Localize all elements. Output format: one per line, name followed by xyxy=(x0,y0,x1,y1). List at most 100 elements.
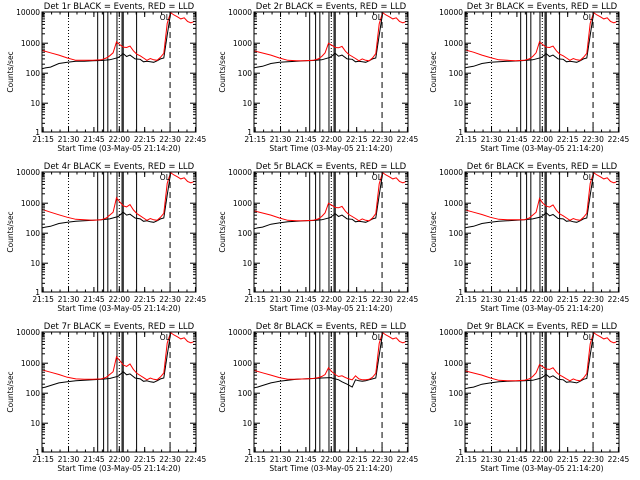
x-tick-label: 22:00 xyxy=(320,295,342,304)
chart-title: Det 6r BLACK = Events, RED = LLD xyxy=(467,162,618,172)
y-tick-label: 10000 xyxy=(228,8,252,17)
x-tick-label: 21:30 xyxy=(270,135,292,144)
y-tick-label: 100 xyxy=(449,389,464,398)
y-axis-label: Counts/sec xyxy=(6,51,15,92)
x-tick-label: 22:30 xyxy=(371,455,393,464)
y-tick-label: 100 xyxy=(238,69,253,78)
x-tick-label: 22:45 xyxy=(397,135,419,144)
x-tick-label: 22:45 xyxy=(185,295,207,304)
x-tick-label: 22:45 xyxy=(608,295,630,304)
y-tick-label: 10 xyxy=(453,99,463,108)
x-tick-label: 21:45 xyxy=(83,455,105,464)
series-line-lld xyxy=(254,332,407,381)
y-tick-label: 100 xyxy=(26,389,41,398)
chart-title: Det 1r BLACK = Events, RED = LLD xyxy=(44,2,195,12)
y-tick-label: 1000 xyxy=(444,199,463,208)
x-tick-label: 22:45 xyxy=(397,295,419,304)
x-tick-label: 21:30 xyxy=(481,455,503,464)
y-axis-label: Counts/sec xyxy=(218,51,227,92)
x-tick-label: 22:00 xyxy=(531,295,553,304)
x-tick-label: 22:00 xyxy=(108,135,130,144)
x-tick-label: 22:30 xyxy=(159,455,181,464)
plot-area xyxy=(42,172,196,292)
y-tick-label: 1 xyxy=(35,128,40,137)
x-tick-label: 22:00 xyxy=(320,455,342,464)
y-tick-label: 10 xyxy=(30,99,40,108)
x-tick-label: 22:30 xyxy=(582,135,604,144)
y-tick-label: 100 xyxy=(449,69,464,78)
chart-title: Det 7r BLACK = Events, RED = LLD xyxy=(44,322,195,332)
y-tick-label: 1000 xyxy=(444,359,463,368)
series-line-lld xyxy=(254,172,407,222)
y-tick-label: 10000 xyxy=(16,328,40,337)
series-line-lld xyxy=(465,332,618,382)
chart-title: Det 5r BLACK = Events, RED = LLD xyxy=(256,162,407,172)
x-tick-label: 22:15 xyxy=(134,455,156,464)
plot-area xyxy=(42,332,196,452)
corner-label: OL xyxy=(583,173,594,182)
y-tick-label: 10000 xyxy=(16,168,40,177)
corner-label: OL xyxy=(583,13,594,22)
y-axis-label: Counts/sec xyxy=(218,371,227,412)
y-tick-label: 100 xyxy=(449,229,464,238)
y-tick-label: 1000 xyxy=(233,359,252,368)
chart-title: Det 9r BLACK = Events, RED = LLD xyxy=(467,322,618,332)
x-axis-label: Start Time (03-May-05 21:14:20) xyxy=(57,304,180,313)
x-tick-label: 21:30 xyxy=(58,295,80,304)
y-axis-label: Counts/sec xyxy=(429,51,438,92)
y-tick-label: 10000 xyxy=(16,8,40,17)
plot-area xyxy=(254,172,408,292)
y-tick-label: 10000 xyxy=(439,168,463,177)
x-tick-label: 22:15 xyxy=(346,135,368,144)
y-axis-label: Counts/sec xyxy=(218,211,227,252)
x-tick-label: 22:15 xyxy=(557,295,579,304)
x-tick-label: 22:00 xyxy=(531,135,553,144)
series-line-lld xyxy=(42,172,195,221)
x-tick-label: 21:15 xyxy=(455,295,477,304)
y-tick-label: 1 xyxy=(458,128,463,137)
series-line-lld xyxy=(465,172,618,221)
x-tick-label: 21:45 xyxy=(295,455,317,464)
x-axis-label: Start Time (03-May-05 21:14:20) xyxy=(480,144,603,153)
x-tick-label: 21:15 xyxy=(244,135,266,144)
y-tick-label: 100 xyxy=(26,229,41,238)
plot-area xyxy=(254,12,408,132)
y-tick-label: 1000 xyxy=(21,39,40,48)
plot-area xyxy=(465,172,619,292)
y-tick-label: 1 xyxy=(35,448,40,457)
y-tick-label: 10 xyxy=(242,419,252,428)
series-line-lld xyxy=(465,12,618,62)
y-tick-label: 10000 xyxy=(228,328,252,337)
y-tick-label: 1000 xyxy=(21,359,40,368)
corner-label: OL xyxy=(160,173,171,182)
y-axis-label: Counts/sec xyxy=(429,211,438,252)
y-tick-label: 10000 xyxy=(228,168,252,177)
x-tick-label: 22:45 xyxy=(397,455,419,464)
y-tick-label: 10000 xyxy=(439,8,463,17)
y-tick-label: 10 xyxy=(453,259,463,268)
y-tick-label: 10 xyxy=(30,419,40,428)
x-tick-label: 21:45 xyxy=(295,135,317,144)
y-tick-label: 1 xyxy=(458,288,463,297)
x-tick-label: 22:30 xyxy=(582,295,604,304)
corner-label: OL xyxy=(583,333,594,342)
corner-label: OL xyxy=(372,13,383,22)
x-tick-label: 21:15 xyxy=(455,455,477,464)
y-axis-label: Counts/sec xyxy=(6,371,15,412)
chart-title: Det 3r BLACK = Events, RED = LLD xyxy=(467,2,618,12)
y-tick-label: 10 xyxy=(242,259,252,268)
series-line-lld xyxy=(42,332,195,381)
x-tick-label: 21:30 xyxy=(58,455,80,464)
plot-area xyxy=(42,12,196,132)
x-tick-label: 22:30 xyxy=(159,135,181,144)
x-tick-label: 21:30 xyxy=(58,135,80,144)
y-tick-label: 1000 xyxy=(444,39,463,48)
plot-area xyxy=(254,332,408,452)
